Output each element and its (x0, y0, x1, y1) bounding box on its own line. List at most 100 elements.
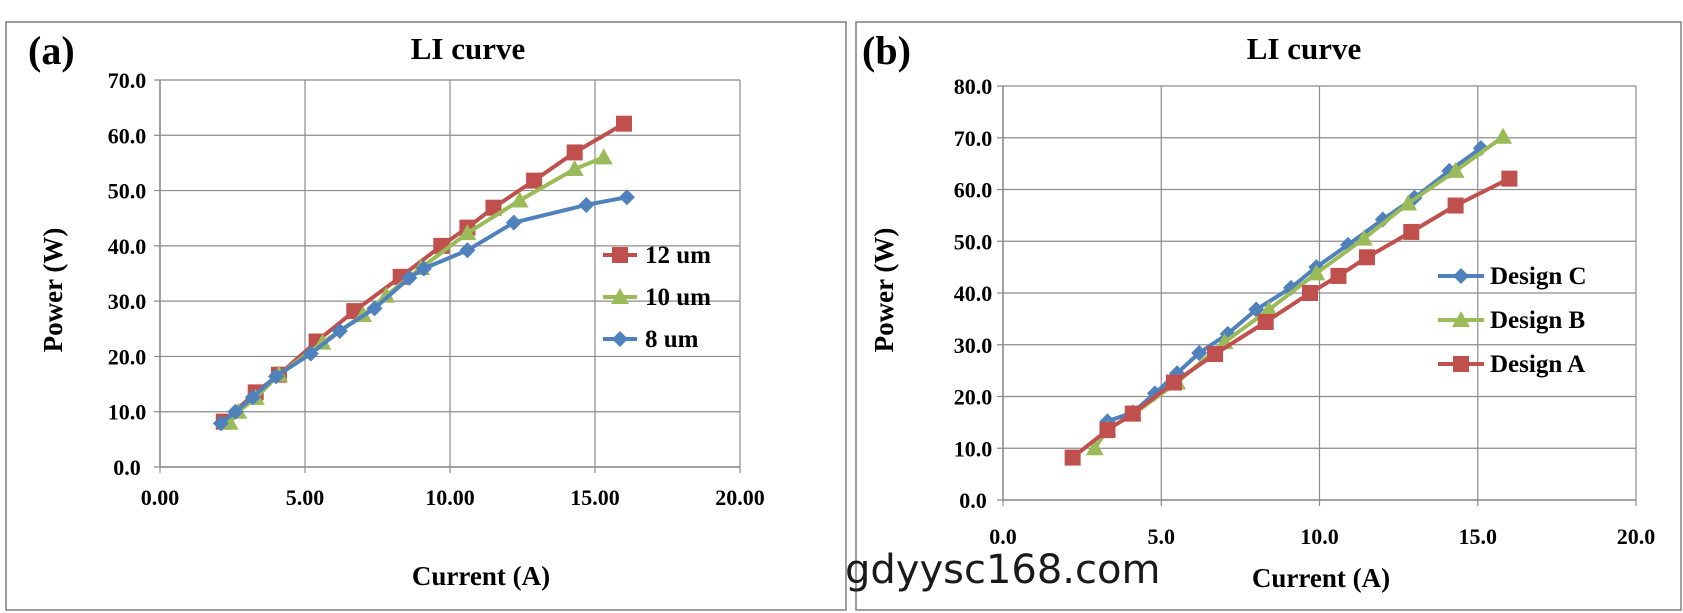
panel-a-plot: 0.0 10.0 20.0 30.0 40.0 50.0 60.0 70.0 0.00 5.00 1… (108, 68, 765, 510)
panel-b-data-point (1257, 313, 1274, 330)
panel-b-data-point (1064, 449, 1081, 466)
panel-b-y-tick-label: 80.0 (954, 74, 993, 99)
legend-marker (1453, 268, 1469, 284)
legend-marker (612, 247, 628, 263)
panel-a-data-point (566, 144, 583, 161)
watermark-text: gdyysc168.com (845, 547, 1160, 593)
panel-a-x-axis-label: Current (A) (412, 561, 550, 591)
panel-a-data-point (618, 189, 635, 206)
panel-a-data-point (244, 389, 261, 406)
legend-label: 8 um (645, 326, 699, 353)
legend-label: 10 um (645, 284, 711, 311)
panel-a-data-point (526, 172, 543, 189)
legend-marker (611, 288, 629, 304)
panel-b-data-point (1307, 264, 1326, 281)
panel-a-data-point (415, 260, 432, 277)
panel-b-y-axis-label: Power (W) (869, 228, 899, 353)
legend-label: 12 um (645, 242, 711, 269)
panel-a-data-point (227, 403, 244, 420)
panel-a-y-tick-label: 60.0 (108, 123, 147, 148)
panel-b-data-point (1501, 170, 1518, 187)
panel-b-data-point (1447, 197, 1464, 214)
panel-a-y-tick-label: 30.0 (108, 289, 147, 314)
panel-a-y-tick-label: 40.0 (108, 234, 147, 259)
panel-a-legend: 12 um 10 um 8 um (603, 242, 711, 353)
panel-a-x-tick-label: 15.00 (570, 485, 620, 510)
panel-b-y-tick-label: 0.0 (959, 488, 987, 513)
panel-a-data-point (401, 269, 418, 286)
panel-b-title: LI curve (1247, 31, 1362, 66)
panel-a-y-tick-label: 20.0 (108, 344, 147, 369)
panel-b-data-point (1302, 285, 1319, 301)
panel-a-data-point (616, 115, 632, 132)
panel-a-data-point (458, 224, 477, 241)
panel-b-y-tick-label: 40.0 (954, 281, 993, 306)
panel-a-data-point (578, 196, 595, 213)
panel-b-y-tick-label: 50.0 (954, 229, 993, 254)
panel-b-data-point (1191, 345, 1208, 362)
panel-b-data-point (1085, 439, 1104, 456)
panel-a-data-point (505, 214, 522, 231)
panel-b-data-point (1374, 211, 1391, 228)
panel-b-y-tick-label: 30.0 (954, 333, 993, 358)
panel-b-data-point (1399, 194, 1418, 211)
panel-b-series-design-a (1064, 170, 1518, 466)
legend-label: Design A (1490, 351, 1585, 378)
panel-a-frame (5, 21, 847, 611)
panel-a-data-point (212, 415, 229, 432)
legend-label: Design C (1490, 263, 1587, 290)
panel-a-series-line (228, 155, 605, 425)
panel-a-x-tick-label: 0.00 (141, 485, 180, 510)
panel-b-plot: 0.0 10.0 20.0 30.0 40.0 50.0 60.0 70.0 80.0 0.0 5.… (954, 74, 1656, 549)
panel-b-data-point (1099, 422, 1116, 439)
panel-a-x-tick-label: 20.00 (715, 485, 765, 510)
panel-a-data-point (510, 191, 529, 208)
panel-a-y-tick-label: 70.0 (108, 68, 147, 93)
panel-b-data-point (1259, 300, 1278, 317)
panel-b-data-point (1446, 161, 1465, 178)
panel-a-data-point (331, 322, 348, 339)
panel-b-y-tick-label: 20.0 (954, 385, 993, 410)
panel-a-y-tick-label: 50.0 (108, 179, 147, 204)
legend-marker (1453, 356, 1469, 372)
panel-b-series-design-b (1085, 127, 1513, 456)
panel-a-y-tick-label: 0.0 (113, 455, 141, 480)
legend-label: Design B (1490, 307, 1585, 334)
panel-b-y-tick-label: 70.0 (954, 126, 993, 151)
panel-b-data-point (1494, 127, 1513, 144)
panel-b-data-point (1165, 374, 1182, 391)
panel-b-frame (855, 21, 1682, 611)
panel-b-data-point (1354, 229, 1373, 246)
panel-a-data-point (459, 242, 476, 259)
panel-a-x-tick-label: 5.00 (286, 485, 325, 510)
panel-b-series-design-c (1099, 140, 1489, 430)
panel-a-title: LI curve (411, 31, 526, 66)
panel-b-data-point (1124, 405, 1141, 422)
panel-a-x-tick-label: 10.00 (425, 485, 475, 510)
panel-b-x-tick-label: 0.0 (989, 524, 1017, 549)
legend-marker (612, 331, 628, 347)
panel-b-x-tick-label: 15.0 (1459, 524, 1498, 549)
legend-marker (1452, 311, 1470, 327)
panel-b-x-tick-label: 10.0 (1300, 524, 1339, 549)
panel-a-data-point (268, 368, 284, 385)
panel-a-data-point (366, 300, 383, 317)
panel-b-data-point (1403, 223, 1420, 240)
panel-b-x-axis-label: Current (A) (1252, 563, 1390, 593)
panel-b-data-point (1330, 267, 1347, 284)
panel-b-y-tick-label: 60.0 (954, 178, 993, 203)
panel-b-data-point (1207, 346, 1224, 363)
panel-a-label: (a) (28, 28, 75, 73)
panel-b-label: (b) (862, 28, 911, 73)
panel-b-legend: Design C Design B Design A (1438, 263, 1587, 378)
panel-a-series-line (219, 195, 628, 425)
panel-b-data-point (1358, 249, 1375, 266)
panel-a-y-tick-label: 10.0 (108, 400, 147, 425)
panel-a-data-point (565, 160, 584, 177)
panel-a-series-8-um (212, 189, 635, 432)
panel-b-x-tick-label: 5.0 (1148, 524, 1176, 549)
panel-a-data-point (485, 199, 502, 216)
panel-b-x-tick-label: 20.0 (1617, 524, 1656, 549)
panel-a-data-point (302, 345, 319, 362)
